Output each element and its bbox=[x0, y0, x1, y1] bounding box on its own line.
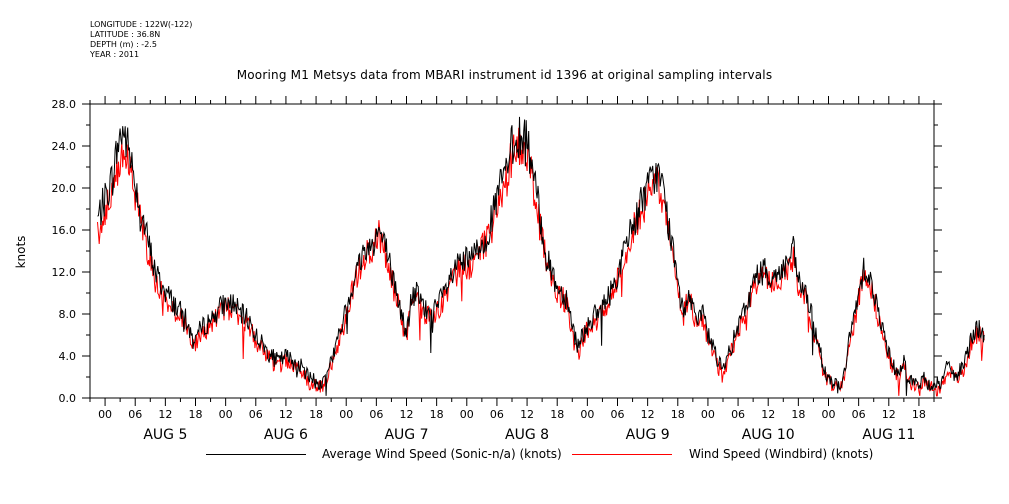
x-hour-label: 06 bbox=[369, 408, 383, 421]
x-hour-label: 00 bbox=[98, 408, 112, 421]
x-day-label: AUG 7 bbox=[384, 427, 428, 443]
x-hour-label: 00 bbox=[460, 408, 474, 421]
y-tick-label: 20.0 bbox=[52, 182, 77, 195]
legend-swatch-windbird bbox=[572, 454, 672, 455]
y-tick-label: 28.0 bbox=[52, 98, 77, 111]
x-hour-label: 18 bbox=[430, 408, 444, 421]
x-hour-label: 00 bbox=[701, 408, 715, 421]
x-hour-label: 12 bbox=[882, 408, 896, 421]
x-day-label: AUG 9 bbox=[626, 427, 670, 443]
legend-label-windbird: Wind Speed (Windbird) (knots) bbox=[689, 447, 874, 461]
x-day-label: AUG 8 bbox=[505, 427, 549, 443]
y-axis-ticks: 0.0 4.0 8.0 12.0 16.0 20.0 24.0 28.0 bbox=[52, 98, 942, 405]
series-layer bbox=[97, 116, 985, 397]
x-axis-ticks: 00 06 12 18 00 06 12 18 00 06 12 18 00 06 12 18 00 06 12 18… bbox=[89, 96, 935, 443]
x-hour-label: 12 bbox=[400, 408, 414, 421]
latitude-label: LATITUDE : 36.8N bbox=[90, 30, 161, 39]
longitude-label: LONGITUDE : 122W(-122) bbox=[90, 20, 193, 29]
legend-label-average: Average Wind Speed (Sonic-n/a) (knots) bbox=[322, 447, 562, 461]
y-tick-label: 4.0 bbox=[59, 350, 77, 363]
x-hour-label: 06 bbox=[611, 408, 625, 421]
x-hour-label: 00 bbox=[219, 408, 233, 421]
x-hour-label: 12 bbox=[761, 408, 775, 421]
year-label: YEAR : 2011 bbox=[90, 50, 140, 59]
x-hour-label: 00 bbox=[339, 408, 353, 421]
x-hour-label: 06 bbox=[490, 408, 504, 421]
x-hour-label: 06 bbox=[852, 408, 866, 421]
legend-swatch-average bbox=[206, 454, 306, 455]
x-hour-label: 12 bbox=[158, 408, 172, 421]
x-hour-label: 00 bbox=[822, 408, 836, 421]
x-hour-label: 18 bbox=[912, 408, 926, 421]
depth-label: DEPTH (m) : -2.5 bbox=[90, 40, 157, 49]
x-hour-label: 18 bbox=[309, 408, 323, 421]
x-hour-label: 06 bbox=[249, 408, 263, 421]
legend: Average Wind Speed (Sonic-n/a) (knots) W… bbox=[0, 446, 1009, 464]
x-hour-label: 06 bbox=[128, 408, 142, 421]
x-hour-label: 18 bbox=[671, 408, 685, 421]
x-hour-label: 18 bbox=[791, 408, 805, 421]
series-windbird-wind-speed bbox=[97, 127, 985, 397]
x-day-label: AUG 11 bbox=[862, 427, 915, 443]
series-average-wind-speed bbox=[97, 116, 985, 396]
x-day-label: AUG 10 bbox=[742, 427, 795, 443]
y-tick-label: 12.0 bbox=[52, 266, 77, 279]
y-tick-label: 0.0 bbox=[59, 392, 77, 405]
x-hour-label: 12 bbox=[520, 408, 534, 421]
metadata-block: LONGITUDE : 122W(-122) LATITUDE : 36.8N … bbox=[90, 20, 192, 60]
y-tick-label: 8.0 bbox=[59, 308, 77, 321]
x-day-label: AUG 6 bbox=[264, 427, 308, 443]
x-hour-label: 12 bbox=[279, 408, 293, 421]
x-hour-label: 18 bbox=[550, 408, 564, 421]
x-hour-label: 12 bbox=[641, 408, 655, 421]
x-hour-label: 06 bbox=[731, 408, 745, 421]
x-day-label: AUG 5 bbox=[143, 427, 187, 443]
y-tick-label: 16.0 bbox=[52, 224, 77, 237]
chart-title: Mooring M1 Metsys data from MBARI instru… bbox=[236, 68, 773, 82]
y-tick-label: 24.0 bbox=[52, 140, 77, 153]
x-hour-label: 18 bbox=[189, 408, 203, 421]
x-hour-label: 00 bbox=[580, 408, 594, 421]
